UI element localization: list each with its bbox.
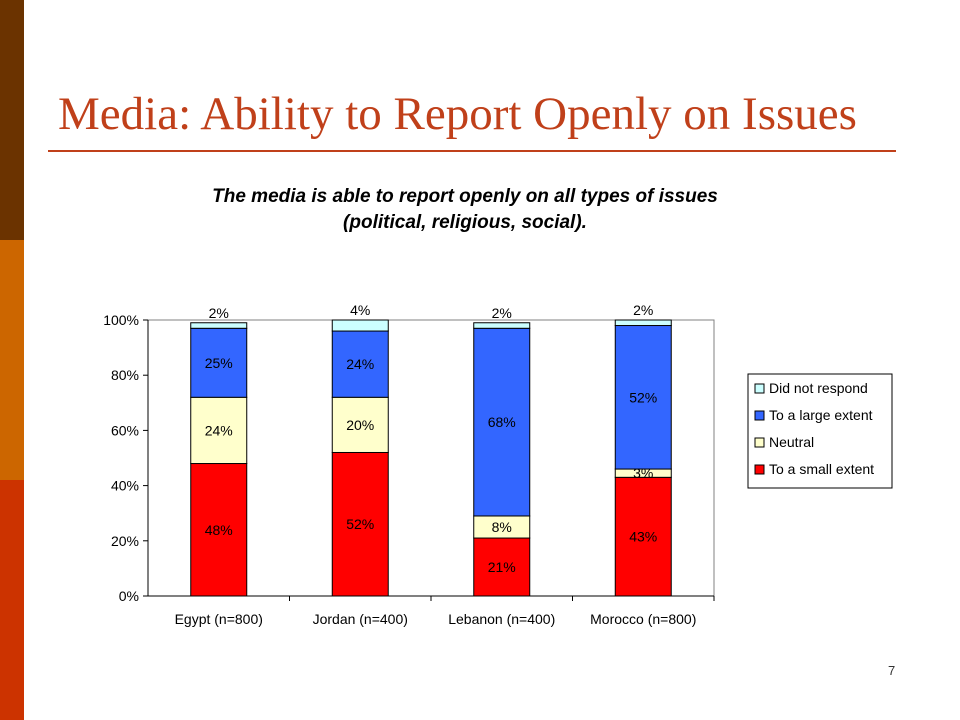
chart-title-line-1: The media is able to report openly on al… xyxy=(212,186,718,207)
data-label: 24% xyxy=(346,356,374,372)
data-label: 48% xyxy=(205,522,233,538)
sidebar-accent-top xyxy=(0,0,24,240)
data-label: 43% xyxy=(629,529,657,545)
legend-swatch xyxy=(754,383,765,394)
data-label: 24% xyxy=(205,422,233,438)
y-tick-label: 40% xyxy=(111,478,139,494)
x-tick-label: Jordan (n=400) xyxy=(313,611,408,627)
data-label: 20% xyxy=(346,417,374,433)
bar-segment xyxy=(614,476,672,597)
data-label: 52% xyxy=(629,389,657,405)
page-number: 7 xyxy=(888,663,896,678)
bar-segment xyxy=(331,396,389,453)
bar-segment xyxy=(331,330,389,398)
data-label: 2% xyxy=(633,302,653,318)
data-label: 8% xyxy=(492,519,512,535)
sidebar-accent-middle xyxy=(0,240,24,480)
y-tick-label: 100% xyxy=(103,312,139,328)
bar-segment xyxy=(190,396,248,465)
legend-label: To a large extent xyxy=(769,407,873,423)
y-tick-label: 20% xyxy=(111,533,139,549)
y-tick-label: 60% xyxy=(111,422,139,438)
bar-segment xyxy=(473,537,531,597)
legend-swatch xyxy=(754,410,765,421)
slide-title: Media: Ability to Report Openly on Issue… xyxy=(58,88,857,140)
data-label: 52% xyxy=(346,516,374,532)
data-label: 25% xyxy=(205,355,233,371)
data-label: 2% xyxy=(492,305,512,321)
bar-segment xyxy=(614,325,672,470)
legend-swatch xyxy=(754,437,765,448)
chart-title-line-2: (political, religious, social). xyxy=(343,212,587,233)
x-tick-label: Morocco (n=800) xyxy=(590,611,696,627)
x-tick-label: Egypt (n=800) xyxy=(175,611,263,627)
legend-swatch xyxy=(754,464,765,475)
title-underline xyxy=(48,150,896,152)
bar-segment xyxy=(473,322,531,329)
data-label: 68% xyxy=(488,414,516,430)
data-label: 2% xyxy=(209,305,229,321)
legend-label: Did not respond xyxy=(769,380,868,396)
x-tick-label: Lebanon (n=400) xyxy=(448,611,555,627)
chart-title: The media is able to report openly on al… xyxy=(100,184,830,236)
legend-label: To a small extent xyxy=(769,461,874,477)
legend-label: Neutral xyxy=(769,434,814,450)
y-tick-label: 80% xyxy=(111,367,139,383)
legend-box xyxy=(747,373,893,489)
bar-segment xyxy=(190,463,248,597)
bar-segment xyxy=(614,319,672,327)
bar-segment xyxy=(190,327,248,398)
data-label: 4% xyxy=(350,302,370,318)
data-label: 21% xyxy=(488,559,516,575)
sidebar-accent-bottom xyxy=(0,480,24,720)
y-tick-label: 0% xyxy=(119,588,139,604)
bar-segment xyxy=(331,319,389,332)
bar-segment xyxy=(190,322,248,329)
